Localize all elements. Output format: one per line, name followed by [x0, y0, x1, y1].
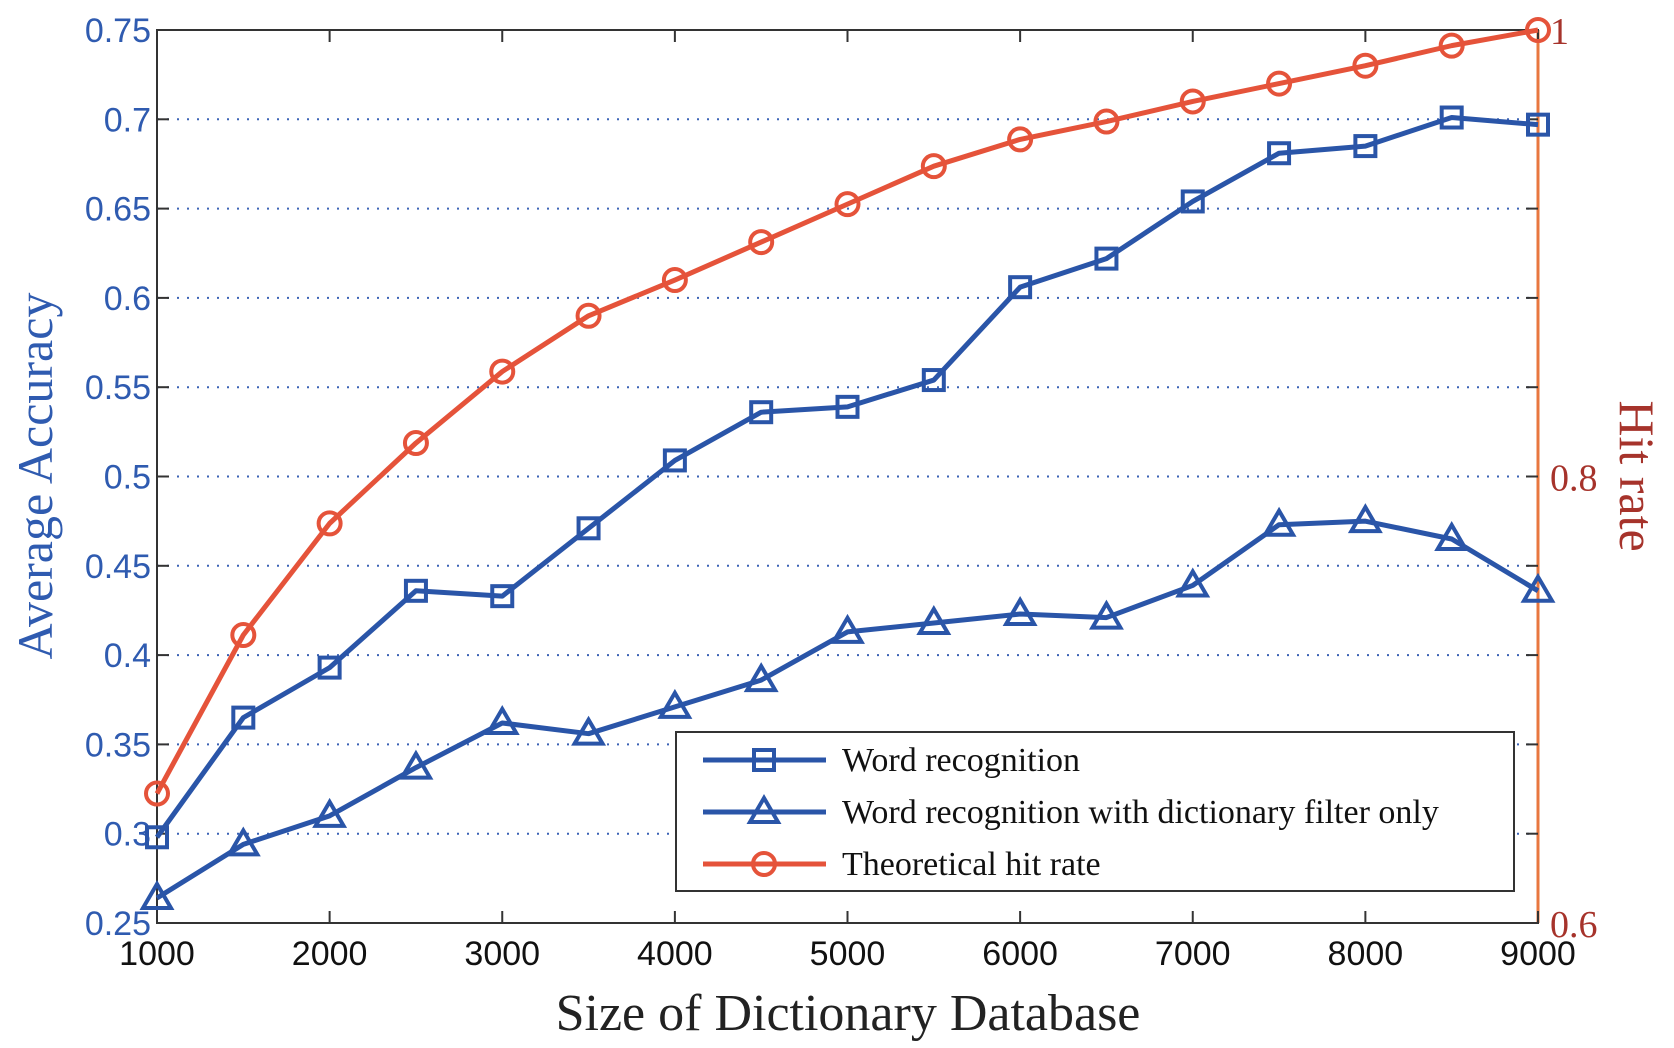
x-tick-label: 8000 [1328, 935, 1404, 973]
y-tick-label: 0.35 [85, 726, 151, 764]
legend-label: Theoretical hit rate [842, 846, 1101, 883]
data-point-circle [751, 851, 777, 877]
legend-label: Word recognition [842, 742, 1080, 779]
data-point-square [835, 394, 860, 419]
data-point-triangle [746, 794, 782, 824]
data-point-square [1180, 189, 1205, 214]
data-point-triangle [1002, 596, 1038, 627]
data-point-square [752, 748, 776, 772]
data-point-triangle [830, 613, 865, 644]
data-point-square [1267, 141, 1292, 166]
y-axis-label: Average Accuracy [7, 293, 63, 660]
y2-axis-label: Hit rate [1609, 400, 1665, 551]
series-0 [145, 105, 1550, 850]
x-tick-label: 5000 [810, 935, 886, 973]
data-point-triangle [571, 715, 607, 746]
data-point-circle [834, 191, 861, 218]
x-tick-label: 3000 [464, 935, 540, 973]
data-point-circle [1352, 52, 1379, 79]
data-point-square [317, 655, 342, 680]
data-point-triangle [1088, 599, 1124, 630]
data-point-square [1008, 275, 1033, 300]
ticks: 0.25 0.3 0.35 0.4 0.45 0.5 0.55 0.6 0.65 0.7 0.75 0… [85, 11, 1598, 973]
data-point-circle [402, 430, 429, 457]
data-point-square [403, 578, 428, 603]
data-point-triangle [916, 604, 952, 635]
x-axis-label: Size of Dictionary Database [556, 985, 1141, 1042]
data-point-circle [230, 622, 257, 649]
data-point-square [145, 825, 169, 850]
data-point-square [921, 368, 946, 393]
x-tick-label: 4000 [637, 935, 713, 973]
data-point-circle [920, 153, 947, 180]
legend-entry: Theoretical hit rate [703, 846, 1101, 883]
y-tick-label: 0.5 [104, 459, 151, 497]
data-point-circle [1438, 32, 1465, 59]
data-point-triangle [1520, 572, 1556, 603]
data-point-triangle [1261, 506, 1297, 537]
data-point-circle [1179, 88, 1206, 115]
data-point-circle [144, 780, 170, 807]
data-point-square [1439, 105, 1464, 130]
y-tick-label: 0.4 [104, 637, 151, 675]
data-point-triangle [225, 826, 261, 857]
data-point-square [749, 400, 774, 425]
data-point-square [1526, 112, 1550, 137]
data-point-circle [748, 229, 775, 256]
series-group [139, 17, 1556, 910]
data-point-triangle [398, 749, 434, 780]
data-point-triangle [657, 688, 693, 719]
data-point-circle [489, 358, 516, 385]
data-point-circle [1007, 126, 1034, 153]
series-line [155, 518, 1540, 901]
data-point-circle [575, 302, 602, 329]
x-tick-label: 7000 [1155, 935, 1231, 973]
data-point-square [1094, 246, 1119, 271]
y2-tick-label: 0.6 [1550, 904, 1598, 946]
y2-tick-label: 0.8 [1550, 458, 1598, 500]
x-tick-label: 9000 [1500, 935, 1576, 973]
legend-entry: Word recognition with dictionary filter … [703, 794, 1439, 831]
data-point-triangle [312, 797, 348, 828]
data-point-circle [1093, 108, 1120, 135]
y2-tick-label: 1 [1550, 11, 1569, 53]
data-point-circle [316, 510, 343, 537]
data-point-square [1353, 134, 1378, 159]
data-point-triangle [484, 704, 520, 735]
x-tick-label: 6000 [982, 935, 1058, 973]
data-point-square [231, 705, 256, 730]
y-tick-label: 0.45 [85, 548, 151, 586]
data-point-circle [661, 267, 688, 294]
data-point-triangle [1175, 567, 1211, 598]
series-2 [144, 17, 1551, 807]
data-point-triangle [1347, 503, 1383, 534]
y-tick-label: 0.65 [85, 191, 151, 229]
series-line [154, 115, 1539, 839]
series-line [154, 27, 1539, 795]
grid [157, 118, 1538, 835]
data-point-square [490, 584, 515, 609]
y-tick-label: 0.3 [104, 816, 151, 854]
y-tick-label: 0.6 [104, 280, 151, 318]
x-tick-label: 2000 [292, 935, 368, 973]
series-1 [139, 503, 1556, 910]
y-tick-label: 0.25 [85, 905, 151, 943]
data-point-circle [1266, 70, 1293, 97]
data-point-triangle [1434, 521, 1470, 552]
data-point-square [576, 516, 601, 541]
data-point-circle [1525, 17, 1551, 43]
legend-label: Word recognition with dictionary filter … [842, 794, 1439, 831]
y-tick-label: 0.55 [85, 369, 151, 407]
data-point-triangle [743, 662, 779, 693]
data-point-triangle [139, 880, 175, 910]
y-tick-label: 0.75 [85, 12, 151, 50]
legend-entry: Word recognition [703, 742, 1080, 779]
x-tick-label: 1000 [119, 935, 195, 973]
legend: Word recognition Word recognition with di… [675, 731, 1515, 892]
y-tick-label: 0.7 [104, 101, 151, 139]
data-point-square [662, 448, 687, 473]
